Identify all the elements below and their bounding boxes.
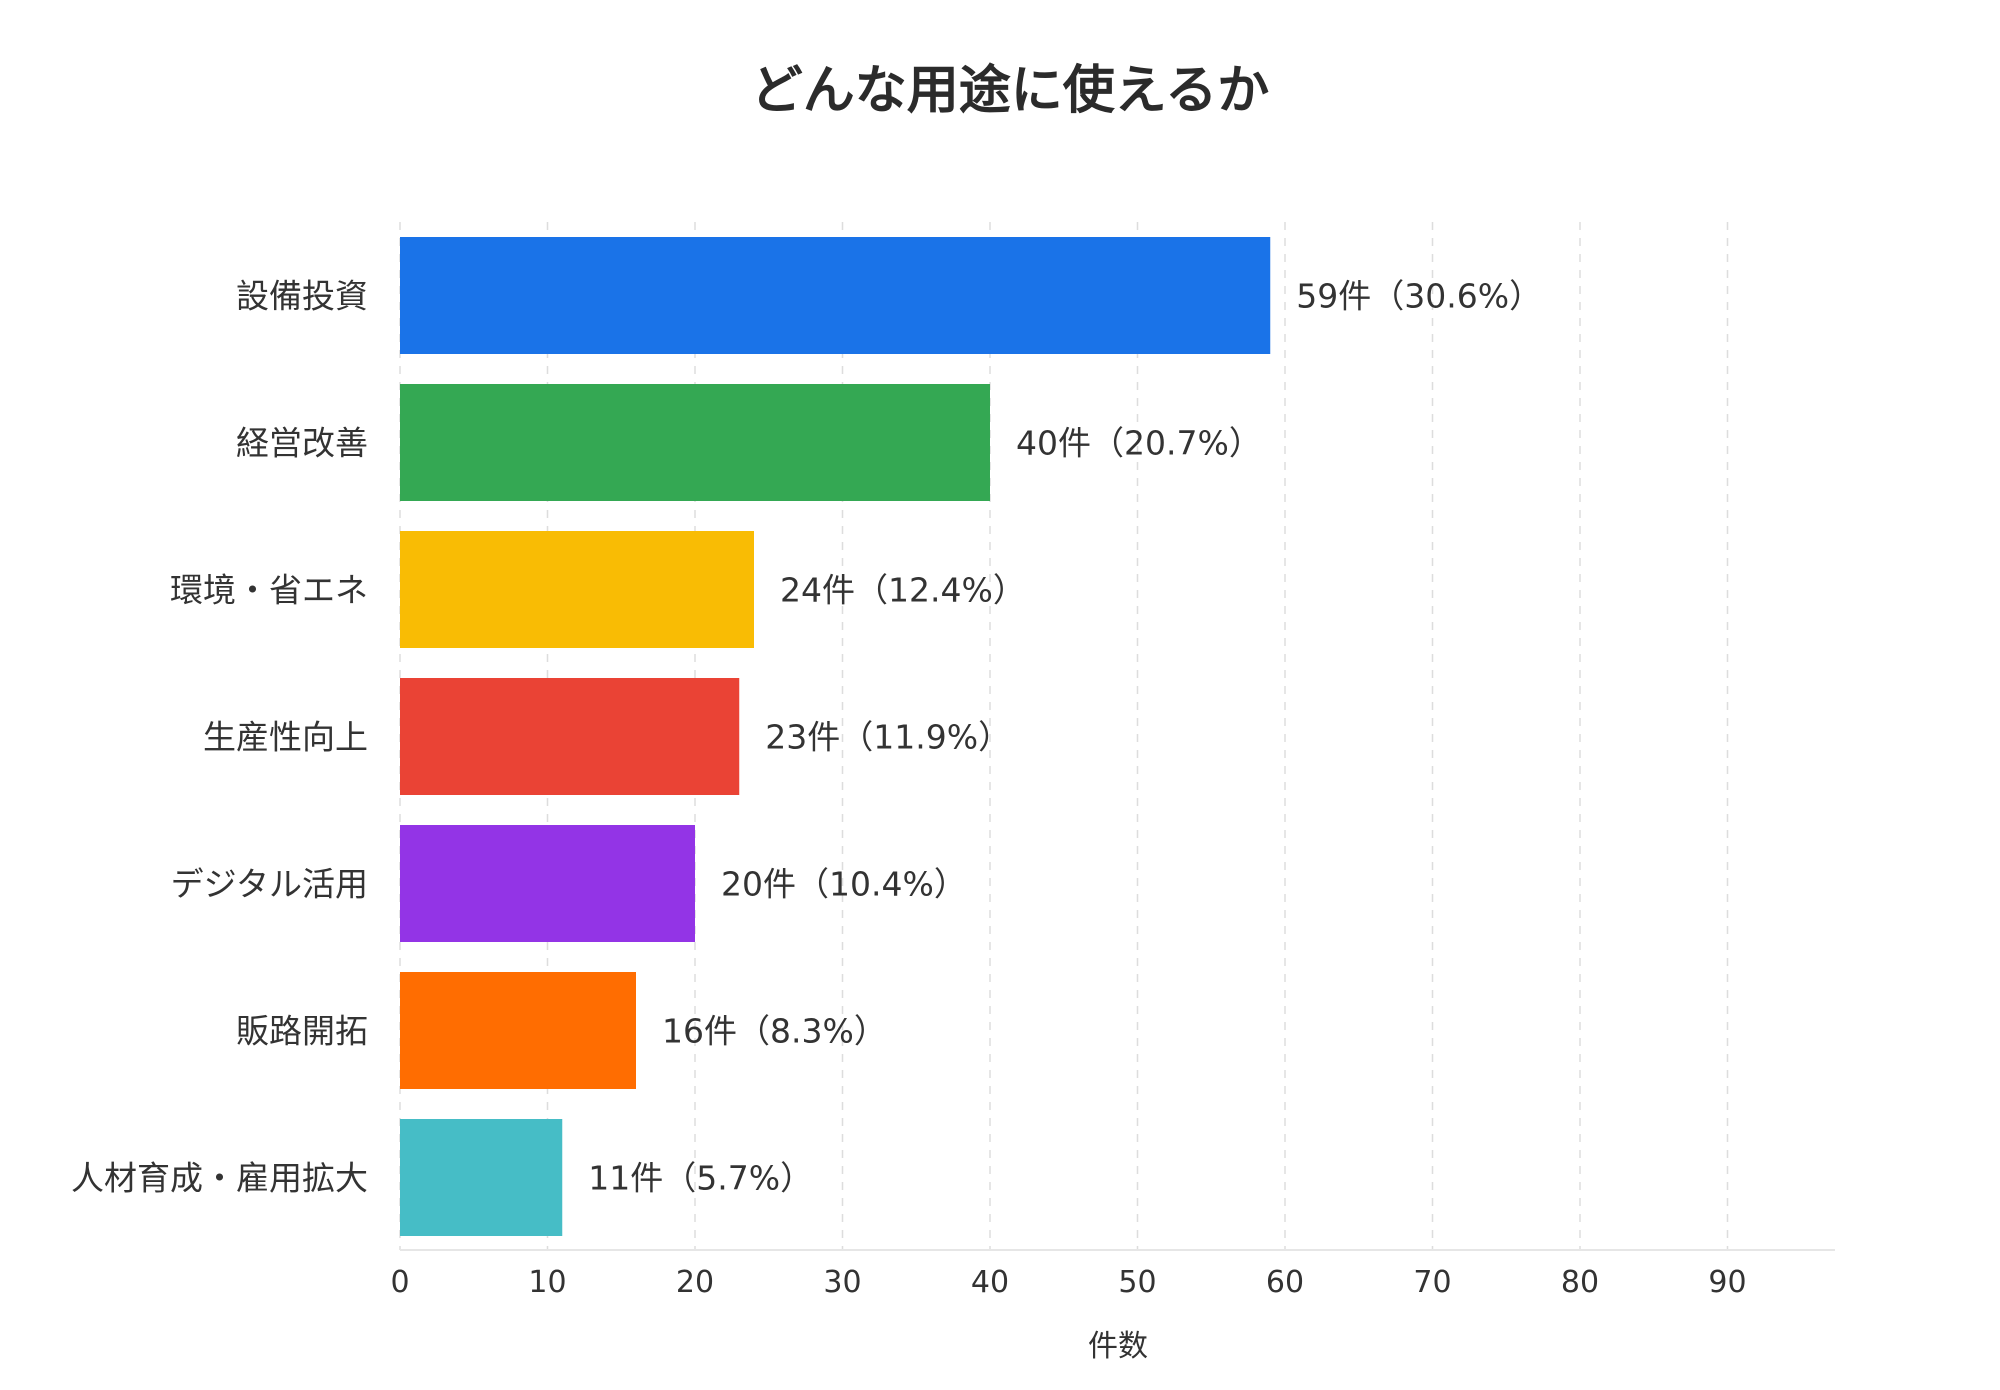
bar-5 xyxy=(400,825,695,942)
x-tick-label-30: 30 xyxy=(823,1265,861,1300)
value-label-7: 11件（5.7%） xyxy=(588,1159,813,1198)
x-tick-label-60: 60 xyxy=(1266,1265,1304,1300)
value-label-2: 40件（20.7%） xyxy=(1016,424,1262,463)
bar-2 xyxy=(400,384,990,501)
value-label-4: 23件（11.9%） xyxy=(765,718,1011,757)
x-tick-label-70: 70 xyxy=(1413,1265,1451,1300)
category-label-3: 環境・省エネ xyxy=(170,571,368,610)
category-label-7: 人材育成・雇用拡大 xyxy=(71,1159,368,1198)
value-label-3: 24件（12.4%） xyxy=(780,571,1026,610)
x-tick-label-0: 0 xyxy=(390,1265,409,1300)
x-tick-label-50: 50 xyxy=(1118,1265,1156,1300)
category-label-6: 販路開拓 xyxy=(236,1012,368,1051)
x-tick-label-20: 20 xyxy=(676,1265,714,1300)
x-axis-title: 件数 xyxy=(1088,1329,1148,1364)
category-label-2: 経営改善 xyxy=(236,424,368,463)
bars: 設備投資 59件（30.6%） 経営改善 40件（20.7%） 環境・省エネ 24件（12… xyxy=(71,237,1542,1236)
x-tick-labels: 0 10 20 30 40 50 60 70 80 90 xyxy=(390,1265,1746,1300)
bar-1 xyxy=(400,237,1271,354)
value-label-6: 16件（8.3%） xyxy=(662,1012,887,1051)
x-tick-label-90: 90 xyxy=(1708,1265,1746,1300)
bar-7 xyxy=(400,1119,563,1236)
category-label-1: 設備投資 xyxy=(236,277,368,316)
bar-3 xyxy=(400,531,754,648)
category-label-4: 生産性向上 xyxy=(203,718,368,757)
x-tick-label-10: 10 xyxy=(528,1265,566,1300)
bar-6 xyxy=(400,972,636,1089)
chart-title: どんな用途に使えるか xyxy=(751,61,1269,121)
value-label-5: 20件（10.4%） xyxy=(721,865,967,904)
bar-4 xyxy=(400,678,740,795)
x-tick-label-40: 40 xyxy=(971,1265,1009,1300)
x-tick-label-80: 80 xyxy=(1561,1265,1599,1300)
category-label-5: デジタル活用 xyxy=(171,865,368,904)
value-label-1: 59件（30.6%） xyxy=(1296,277,1542,316)
